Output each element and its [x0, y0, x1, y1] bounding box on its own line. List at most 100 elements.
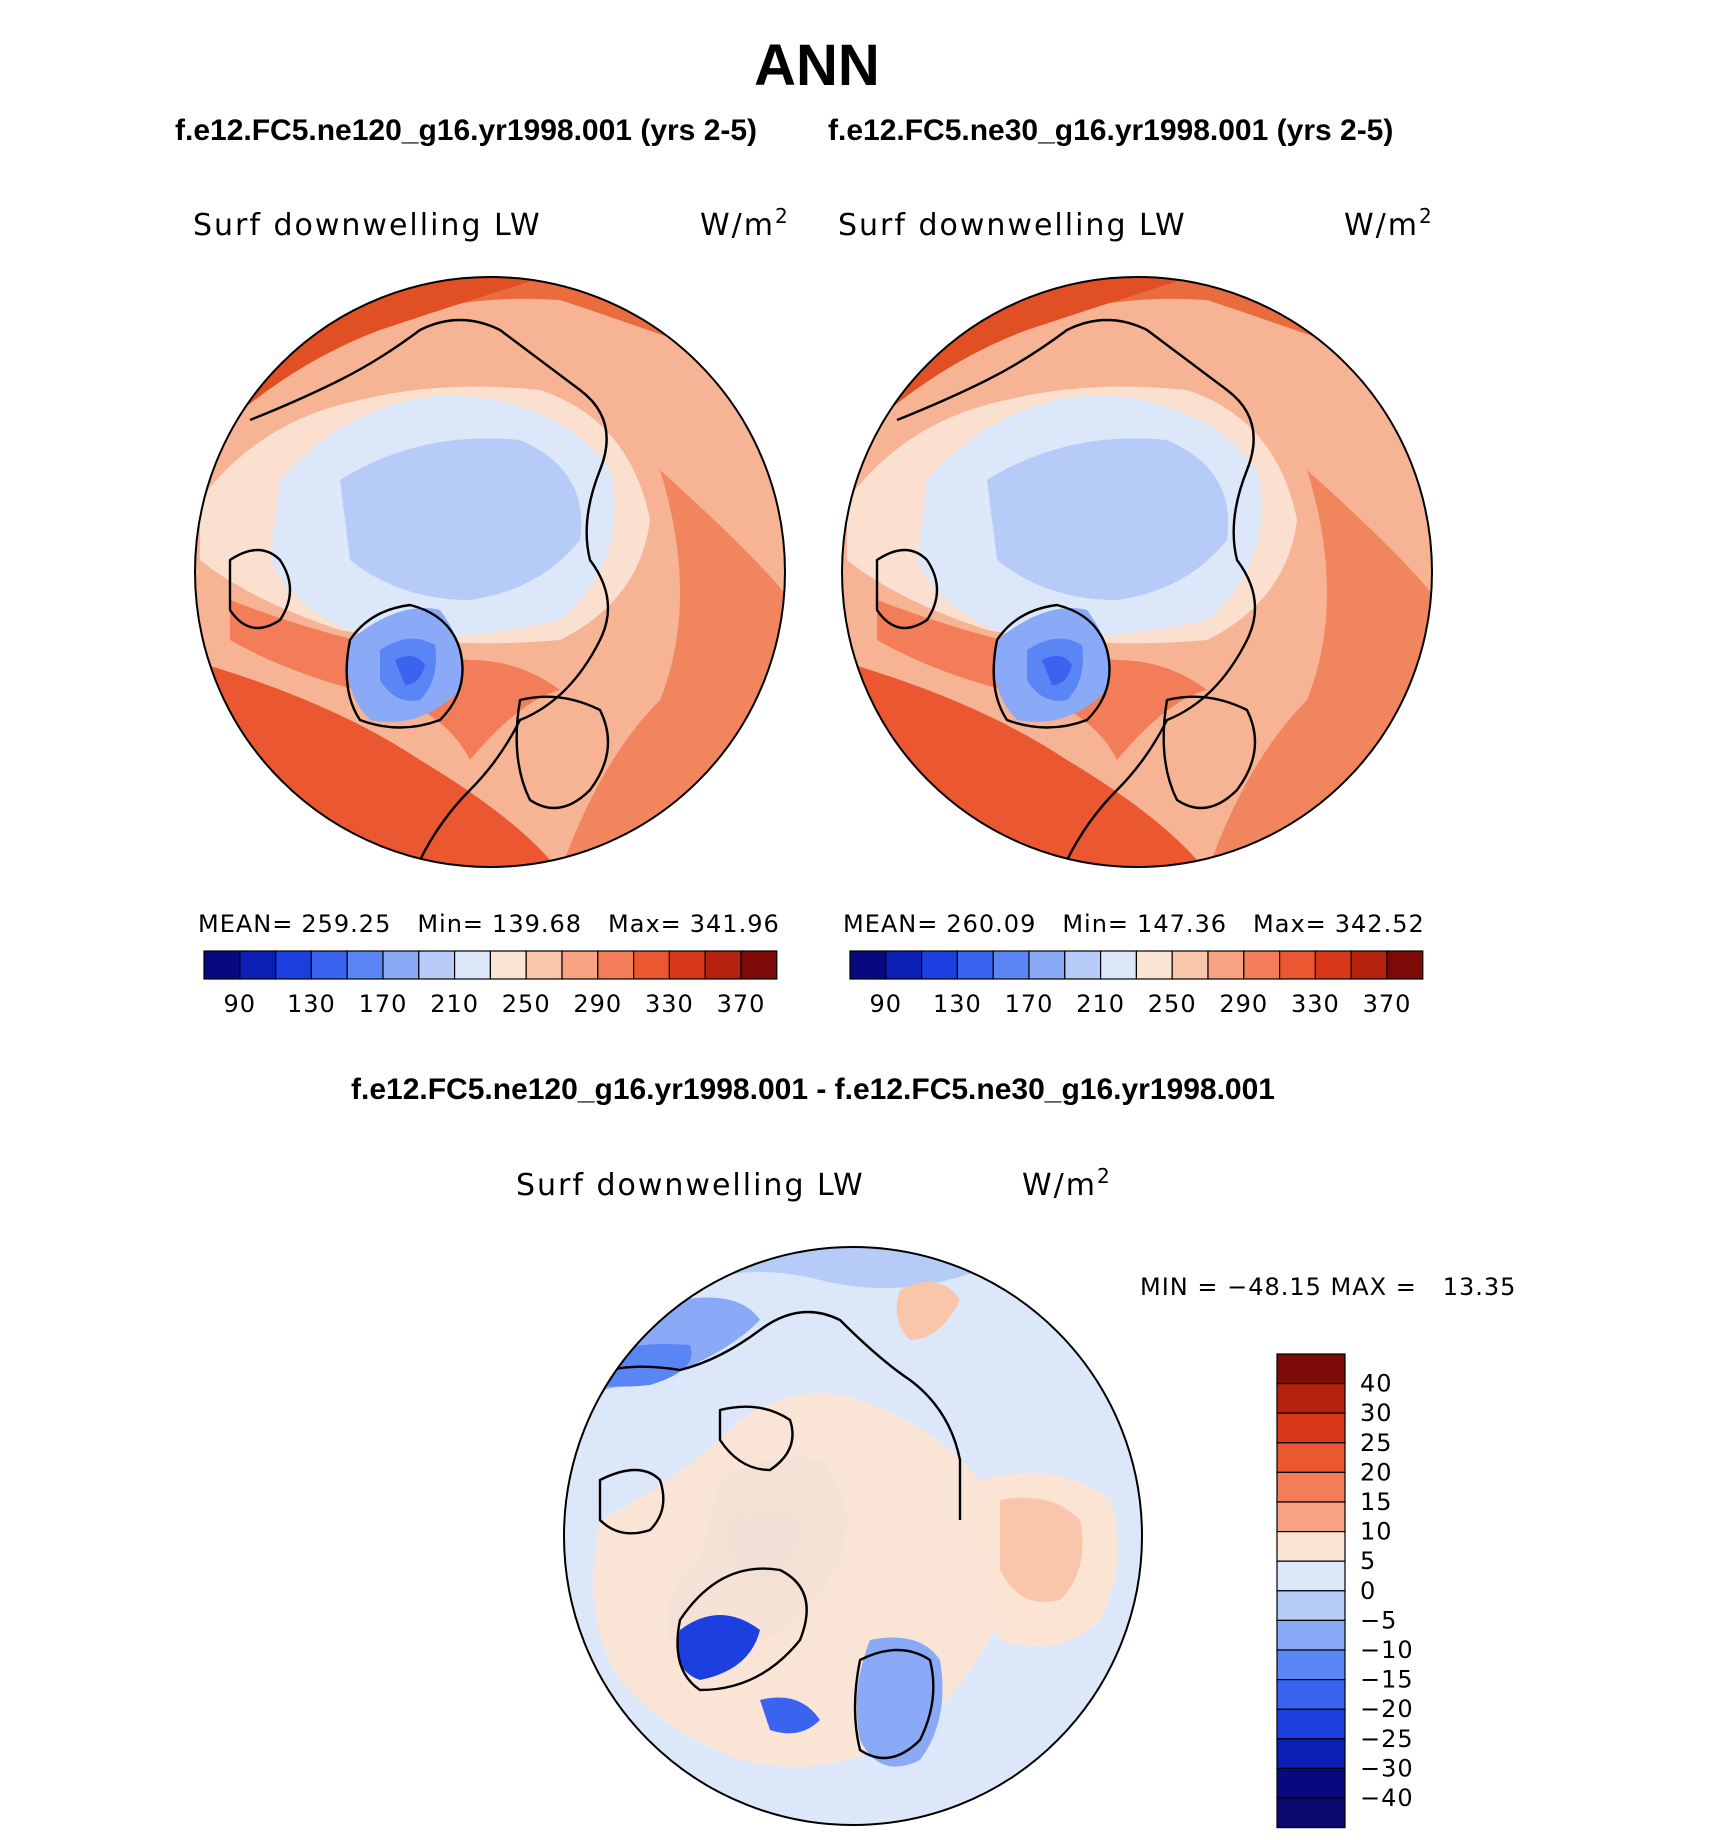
colorbar-tick-label: 330 — [1291, 990, 1340, 1018]
map-diff-boundary — [563, 1246, 1143, 1826]
colorbar-swatch — [1028, 950, 1066, 980]
colorbar-swatch — [1314, 950, 1352, 980]
colorbar-swatch — [1276, 1678, 1346, 1710]
colorbar-swatch — [1276, 1382, 1346, 1414]
colorbar-swatch — [310, 950, 348, 980]
case-subtitle-right: f.e12.FC5.ne30_g16.yr1998.001 (yrs 2-5) — [828, 114, 1393, 147]
colorbar-tick-label: 370 — [1363, 990, 1412, 1018]
colorbar-swatch — [382, 950, 420, 980]
colorbar-swatch — [704, 950, 742, 980]
colorbar-swatch — [1276, 1619, 1346, 1651]
colorbar-swatch — [1243, 950, 1281, 980]
colorbar-tick-label: −20 — [1360, 1695, 1414, 1723]
colorbar-swatch — [956, 950, 994, 980]
colorbar-tick-label: 130 — [287, 990, 336, 1018]
colorbar-swatch — [1099, 950, 1137, 980]
colorbar-panel-b: 90 130 170 210 250 290 330 370 — [849, 950, 1424, 1018]
colorbar-tick-label: 30 — [1360, 1399, 1393, 1427]
colorbar-tick-label: −10 — [1360, 1636, 1414, 1664]
colorbar-tick-label: 90 — [224, 990, 257, 1018]
colorbar-swatch — [1064, 950, 1102, 980]
colorbar-swatch — [1276, 1708, 1346, 1740]
colorbar-swatch — [1135, 950, 1173, 980]
colorbar-swatch — [239, 950, 277, 980]
colorbar-swatch — [1276, 1560, 1346, 1592]
colorbar-swatch — [1276, 1590, 1346, 1622]
panel-b-stats: MEAN= 260.09 Min= 147.36 Max= 342.52 — [843, 910, 1425, 938]
colorbar-tick-label: 330 — [645, 990, 694, 1018]
colorbar-tick-label: 170 — [1005, 990, 1054, 1018]
colorbar-swatch — [920, 950, 958, 980]
colorbar-tick-label: 250 — [1148, 990, 1197, 1018]
colorbar-swatch — [1276, 1767, 1346, 1799]
colorbar-swatch — [489, 950, 527, 980]
colorbar-tick-label: 25 — [1360, 1429, 1393, 1457]
colorbar-tick-label: 370 — [717, 990, 766, 1018]
colorbar-swatch — [203, 950, 241, 980]
colorbar-swatch — [1171, 950, 1209, 980]
colorbar-swatch — [275, 950, 313, 980]
colorbar-swatch — [1276, 1471, 1346, 1503]
colorbar-tick-label: 210 — [1076, 990, 1125, 1018]
colorbar-panel-a: 90 130 170 210 250 290 330 370 — [203, 950, 778, 1018]
colorbar-tick-label: 40 — [1360, 1370, 1393, 1398]
colorbar-tick-label: 20 — [1360, 1458, 1393, 1486]
colorbar-swatch — [454, 950, 492, 980]
diff-panel-units: W/m2 — [1022, 1164, 1112, 1203]
colorbar-swatch — [668, 950, 706, 980]
colorbar-swatch — [1278, 950, 1316, 980]
panel-a-units: W/m2 — [700, 204, 790, 243]
colorbar-swatch — [1276, 1738, 1346, 1770]
colorbar-swatch — [1276, 1501, 1346, 1533]
diff-panel-variable: Surf downwelling LW — [516, 1168, 865, 1203]
panel-b-variable: Surf downwelling LW — [838, 208, 1187, 243]
colorbar-tick-label: 90 — [870, 990, 903, 1018]
colorbar-tick-label: 0 — [1360, 1577, 1376, 1605]
panel-b-units: W/m2 — [1344, 204, 1434, 243]
map-a-boundary — [194, 276, 786, 868]
colorbar-swatch — [418, 950, 456, 980]
colorbar-tick-label: 170 — [359, 990, 408, 1018]
colorbar-swatch — [1276, 1530, 1346, 1562]
colorbar-swatch — [992, 950, 1030, 980]
colorbar-swatch — [1276, 1649, 1346, 1681]
colorbar-swatch — [849, 950, 887, 980]
colorbar-swatch — [1276, 1442, 1346, 1474]
panel-a-stats: MEAN= 259.25 Min= 139.68 Max= 341.96 — [198, 910, 780, 938]
colorbar-tick-label: 130 — [933, 990, 982, 1018]
colorbar-swatch — [885, 950, 923, 980]
colorbar-swatch — [632, 950, 670, 980]
colorbar-swatch — [1276, 1797, 1346, 1829]
colorbar-swatch — [1207, 950, 1245, 980]
colorbar-swatch — [561, 950, 599, 980]
colorbar-tick-label: 10 — [1360, 1518, 1393, 1546]
colorbar-swatch — [525, 950, 563, 980]
panel-a-variable: Surf downwelling LW — [193, 208, 542, 243]
map-b-boundary — [841, 276, 1433, 868]
colorbar-tick-label: −15 — [1360, 1666, 1414, 1694]
colorbar-tick-label: 290 — [573, 990, 622, 1018]
colorbar-tick-label: 15 — [1360, 1488, 1393, 1516]
colorbar-tick-label: −5 — [1360, 1606, 1397, 1634]
polar-map-ne120 — [195, 277, 785, 867]
colorbar-tick-label: −25 — [1360, 1725, 1414, 1753]
colorbar-tick-label: 290 — [1219, 990, 1268, 1018]
diff-minmax: MIN = −48.15 MAX = 13.35 — [1140, 1273, 1516, 1301]
colorbar-tick-label: 210 — [430, 990, 479, 1018]
figure-title: ANN — [754, 33, 880, 98]
colorbar-swatch — [740, 950, 778, 980]
colorbar-tick-label: 250 — [502, 990, 551, 1018]
colorbar-tick-label: 5 — [1360, 1547, 1376, 1575]
colorbar-tick-label: −30 — [1360, 1754, 1414, 1782]
colorbar-tick-label: −40 — [1360, 1784, 1414, 1812]
colorbar-swatch — [1350, 950, 1388, 980]
polar-map-ne30 — [842, 277, 1432, 867]
colorbar-swatch — [1276, 1353, 1346, 1385]
colorbar-swatch — [597, 950, 635, 980]
difference-title: f.e12.FC5.ne120_g16.yr1998.001 - f.e12.F… — [351, 1073, 1275, 1106]
colorbar-swatch — [346, 950, 384, 980]
colorbar-swatch — [1276, 1412, 1346, 1444]
colorbar-swatch — [1386, 950, 1424, 980]
